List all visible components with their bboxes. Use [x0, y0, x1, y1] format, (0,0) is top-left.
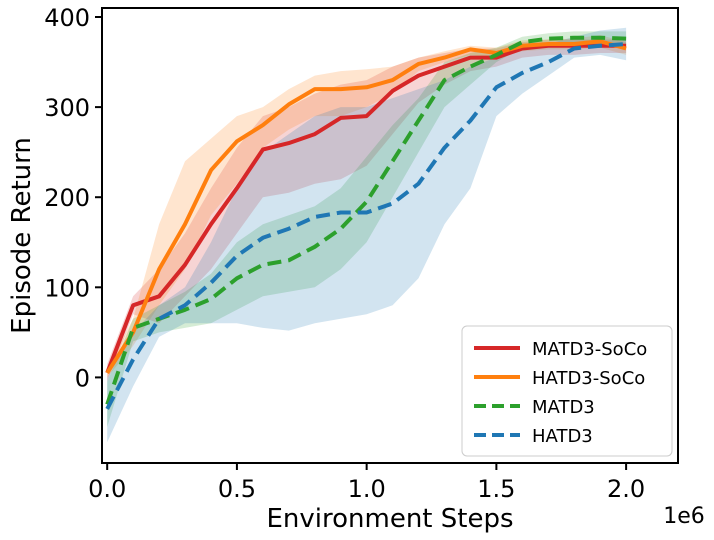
band-matd3 — [107, 31, 627, 428]
x-axis-label: Environment Steps — [266, 504, 513, 534]
ticks: 0.0 0.5 1.0 1.5 2.0 0 100 200 300 400 — [44, 4, 645, 503]
x-tick-label: 0.5 — [218, 475, 256, 503]
axes — [101, 7, 679, 464]
line-matd3 — [105, 35, 627, 406]
y-tick-label: 0 — [75, 364, 90, 392]
line-hatd3 — [105, 42, 627, 410]
y-tick-label: 300 — [44, 94, 90, 122]
legend-box — [461, 325, 673, 457]
x-tick-label: 1.5 — [477, 475, 515, 503]
y-tick-label: 400 — [44, 4, 90, 32]
confidence-bands — [107, 27, 627, 443]
plot-frame — [101, 7, 679, 464]
x-tick-label: 1.0 — [348, 475, 386, 503]
legend: MATD3-SoCo HATD3-SoCo MATD3 HATD3 — [461, 325, 673, 457]
band-matd3-soco — [107, 39, 627, 382]
legend-label-matd3-soco: MATD3-SoCo — [532, 339, 647, 360]
legend-label-matd3: MATD3 — [532, 397, 595, 418]
y-axis-label: Episode Return — [7, 137, 37, 334]
y-tick-label: 200 — [44, 184, 90, 212]
legend-label-hatd3: HATD3 — [532, 426, 593, 447]
y-tick-label: 100 — [44, 274, 90, 302]
legend-label-hatd3-soco: HATD3-SoCo — [532, 368, 645, 389]
x-tick-label: 2.0 — [607, 475, 645, 503]
band-hatd3-soco — [107, 35, 627, 378]
line-hatd3-soco — [105, 39, 627, 374]
x-tick-label: 0.0 — [88, 475, 126, 503]
line-matd3-soco — [105, 43, 627, 374]
x-axis-offset-label: 1e6 — [663, 504, 705, 529]
band-hatd3 — [107, 27, 627, 443]
series-lines — [105, 35, 627, 410]
